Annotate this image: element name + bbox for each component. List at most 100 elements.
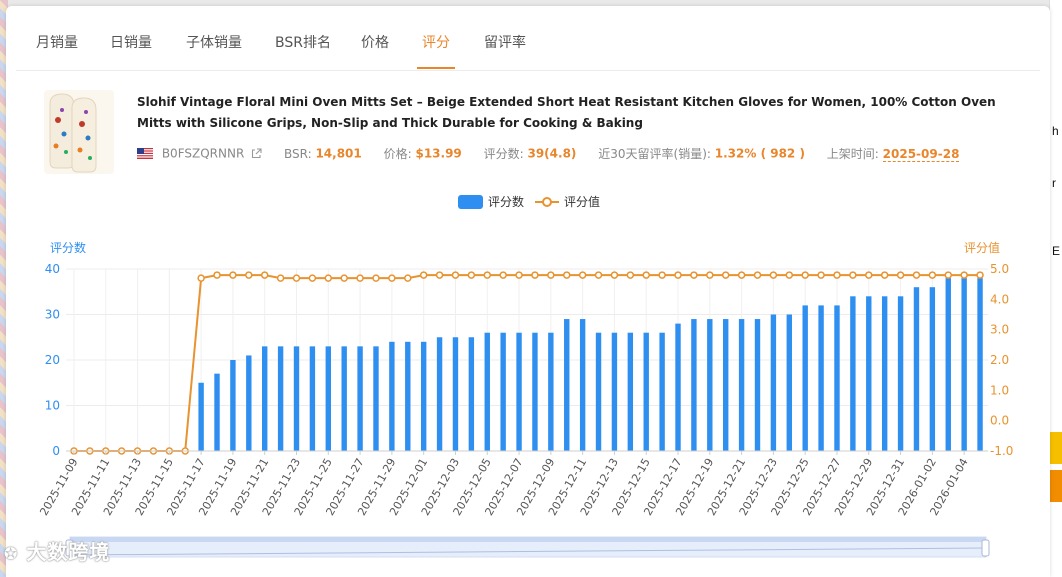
bar-2025-12-06 — [500, 332, 506, 451]
data-zoom-slider — [65, 536, 990, 558]
legend-swatch-count — [458, 195, 483, 209]
point-2025-12-25 — [801, 271, 809, 279]
point-2025-11-26 — [340, 274, 348, 282]
bar-2025-11-26 — [341, 346, 347, 451]
point-2025-12-21 — [737, 271, 746, 279]
tab-variant-sales[interactable]: 子体销量 — [186, 35, 242, 51]
point-2025-11-22 — [276, 274, 285, 282]
zoom-slider-right-handle[interactable] — [981, 539, 990, 557]
tab-bsr-rank[interactable]: BSR排名 — [275, 35, 331, 51]
us-flag-icon — [137, 148, 153, 159]
legend-label-count: 评分数 — [488, 194, 524, 209]
review-rate-value: 1.32% ( 982 ) — [714, 146, 805, 161]
bar-2025-12-09 — [548, 332, 554, 451]
rating-value-line — [70, 271, 984, 455]
zoom-slider-top-band — [70, 537, 986, 542]
bar-2025-11-18 — [214, 373, 220, 451]
product-title[interactable]: Slohif Vintage Floral Mini Oven Mitts Se… — [137, 95, 996, 130]
watermark: ✪ 大数跨境 — [4, 536, 110, 565]
bar-2025-12-30 — [881, 296, 888, 451]
bar-2025-11-19 — [230, 360, 236, 451]
y-right-tick-label: 1.0 — [990, 383, 1009, 397]
bar-2025-11-30 — [405, 341, 411, 451]
tab-price[interactable]: 价格 — [361, 35, 389, 51]
bar-2025-12-23 — [770, 314, 777, 451]
bar-2025-12-24 — [786, 314, 792, 451]
point-2025-12-29 — [865, 271, 873, 279]
bar-2025-12-08 — [532, 332, 538, 451]
watermark-logo-icon: ✪ — [4, 544, 19, 563]
point-2025-12-22 — [753, 271, 762, 279]
point-2025-12-26 — [817, 271, 825, 279]
point-2025-12-19 — [706, 271, 714, 279]
launch-date-value[interactable]: 2025-09-28 — [882, 146, 960, 162]
zoom-slider-left-handle[interactable] — [65, 539, 74, 557]
y-right-tick-label: 5.0 — [990, 262, 1009, 276]
bar-2025-11-27 — [357, 346, 363, 451]
point-2025-12-30 — [880, 271, 889, 279]
asin[interactable]: B0FSZQRNNR — [161, 146, 245, 161]
chart-legend: 评分数 评分值 — [458, 194, 600, 209]
point-2025-12-08 — [531, 271, 539, 279]
external-link-icon[interactable] — [251, 148, 262, 159]
launch-date-label: 上架时间: — [826, 147, 879, 161]
bar-2025-12-26 — [818, 305, 824, 451]
point-2025-11-29 — [388, 274, 396, 282]
tab-monthly-sales[interactable]: 月销量 — [36, 35, 78, 51]
rating-count-value: 39(4.8) — [527, 146, 577, 161]
point-2025-12-02 — [435, 271, 444, 279]
point-2025-12-17 — [674, 271, 682, 279]
bar-2025-12-22 — [754, 319, 761, 451]
point-2026-01-03 — [944, 271, 953, 279]
bar-2026-01-05 — [977, 278, 983, 451]
product-meta-row: B0FSZQRNNR BSR: 14,801 价格: $13.99 评分数: 3… — [137, 145, 960, 163]
point-2025-11-27 — [356, 274, 364, 282]
bar-2025-12-07 — [516, 332, 522, 451]
point-2026-01-04 — [960, 271, 968, 279]
point-2025-12-07 — [515, 271, 523, 279]
rating-count-label: 评分数: — [483, 147, 524, 161]
point-2025-12-24 — [785, 271, 794, 279]
bar-2025-12-21 — [738, 319, 745, 451]
bar-2025-11-23 — [293, 346, 300, 451]
bar-2025-12-19 — [707, 319, 713, 451]
point-2025-12-05 — [483, 271, 492, 279]
point-2025-11-17 — [197, 274, 205, 282]
point-2025-11-28 — [372, 274, 380, 282]
product-thumbnail[interactable] — [44, 90, 114, 174]
point-2025-12-23 — [769, 271, 778, 279]
bar-2025-12-02 — [436, 337, 443, 451]
price-value: $13.99 — [415, 146, 462, 161]
bar-2025-12-15 — [643, 332, 649, 451]
tab-review-rate[interactable]: 留评率 — [484, 35, 526, 51]
bar-2025-11-24 — [309, 346, 316, 451]
point-2025-11-20 — [245, 271, 253, 279]
point-2025-12-18 — [690, 271, 698, 279]
y-left-tick-label: 40 — [45, 262, 60, 276]
point-2025-11-21 — [260, 271, 269, 279]
price-label: 价格: — [383, 147, 412, 161]
point-2025-11-23 — [292, 274, 301, 282]
tab-daily-sales[interactable]: 日销量 — [110, 35, 152, 51]
bar-2025-11-21 — [262, 346, 268, 451]
bar-2025-12-18 — [691, 319, 697, 451]
rating-count-bars — [198, 278, 983, 451]
point-2025-11-18 — [213, 271, 221, 279]
chart-popup-panel: 月销量 日销量 子体销量 BSR排名 价格 评分 留评率 Slohif Vint… — [6, 6, 1050, 577]
bar-2026-01-02 — [929, 287, 936, 451]
bar-2025-11-25 — [325, 346, 331, 451]
point-2025-12-28 — [849, 271, 857, 279]
bar-2025-12-11 — [579, 319, 586, 451]
tab-rating[interactable]: 评分 — [422, 35, 450, 51]
bar-2025-12-03 — [452, 337, 459, 451]
y-left-tick-label: 30 — [45, 308, 60, 322]
y-right-tick-label: 0.0 — [990, 414, 1009, 428]
y-right-tick-label: 4.0 — [990, 292, 1009, 306]
point-2026-01-01 — [912, 271, 921, 279]
bar-2025-12-16 — [659, 332, 665, 451]
point-2025-11-25 — [324, 274, 333, 282]
review-rate-label: 近30天留评率(销量): — [598, 147, 711, 161]
bar-2025-12-13 — [611, 332, 618, 451]
y-right-tick-label: 2.0 — [990, 353, 1009, 367]
tab-bar: 月销量 日销量 子体销量 BSR排名 价格 评分 留评率 — [16, 6, 1040, 71]
